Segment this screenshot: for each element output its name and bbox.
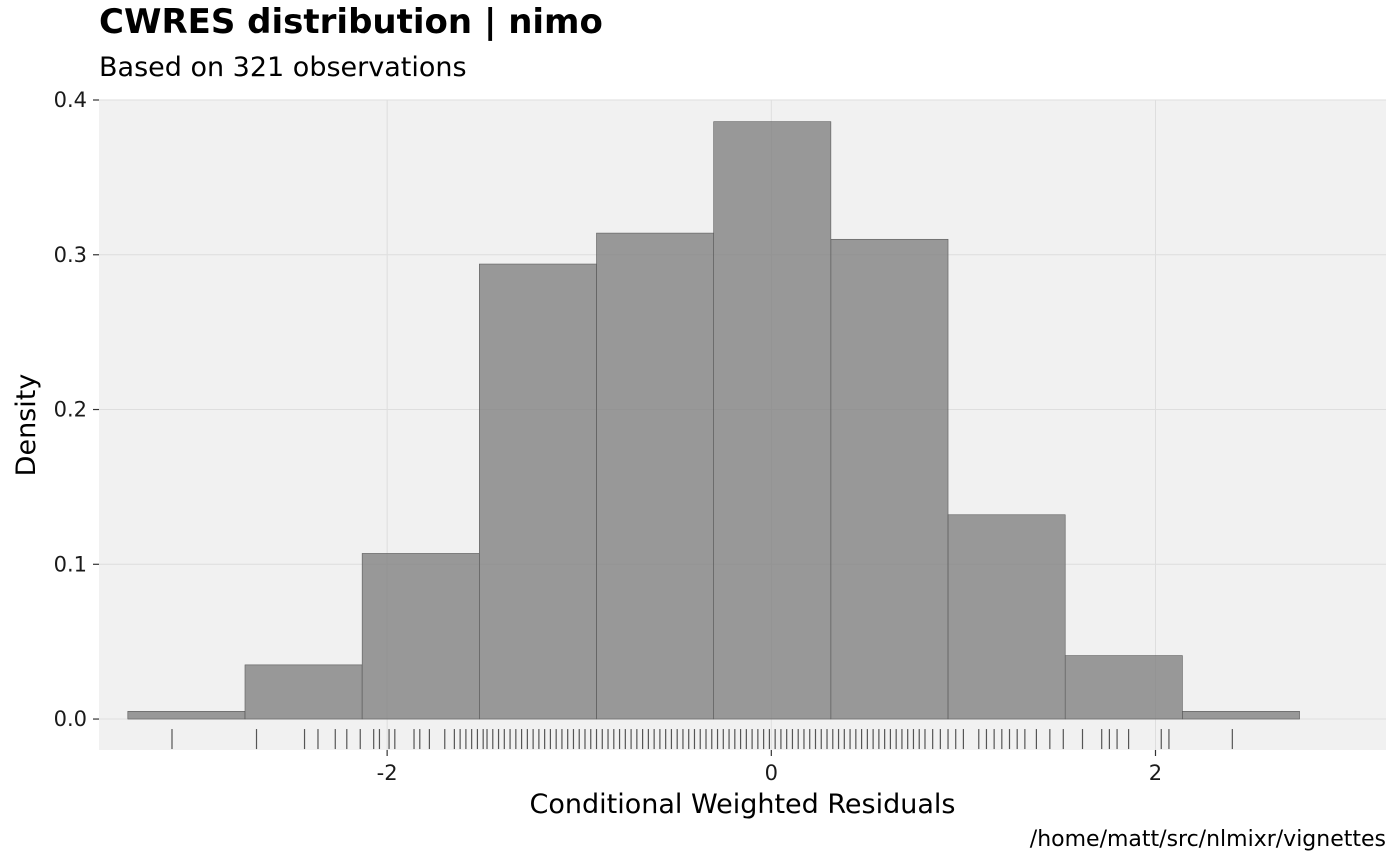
y-tick-label: 0.4	[54, 88, 87, 112]
histogram-bar	[713, 121, 832, 720]
x-tick-label: 2	[1149, 761, 1162, 785]
chart-title: CWRES distribution | nimo	[99, 2, 603, 42]
axes: 0.0 0.1 0.2 0.3 0.4 -2 0 2	[54, 88, 1163, 785]
histogram-bar	[1182, 711, 1300, 720]
y-tick-label: 0.1	[54, 552, 87, 576]
histogram-bar	[947, 514, 1066, 720]
histogram-bar	[244, 664, 363, 720]
x-tick-label: 0	[765, 761, 778, 785]
chart-caption: /home/matt/src/nlmixr/vignettes	[1029, 827, 1386, 852]
histogram-bar	[361, 553, 480, 720]
y-tick-label: 0.2	[54, 398, 87, 422]
chart-subtitle: Based on 321 observations	[99, 52, 467, 83]
rug-marks	[171, 729, 1233, 750]
histogram-bars	[127, 121, 1300, 720]
y-tick-label: 0.0	[54, 707, 87, 731]
histogram-bar	[830, 238, 949, 720]
histogram-bar	[1064, 655, 1183, 720]
histogram-bar	[479, 263, 597, 720]
histogram-bar	[127, 711, 246, 720]
x-axis-title: Conditional Weighted Residuals	[530, 789, 956, 820]
histogram-bar	[596, 232, 714, 720]
y-tick-label: 0.3	[54, 243, 87, 267]
x-tick-label: -2	[377, 761, 398, 785]
y-axis-title: Density	[11, 374, 42, 477]
